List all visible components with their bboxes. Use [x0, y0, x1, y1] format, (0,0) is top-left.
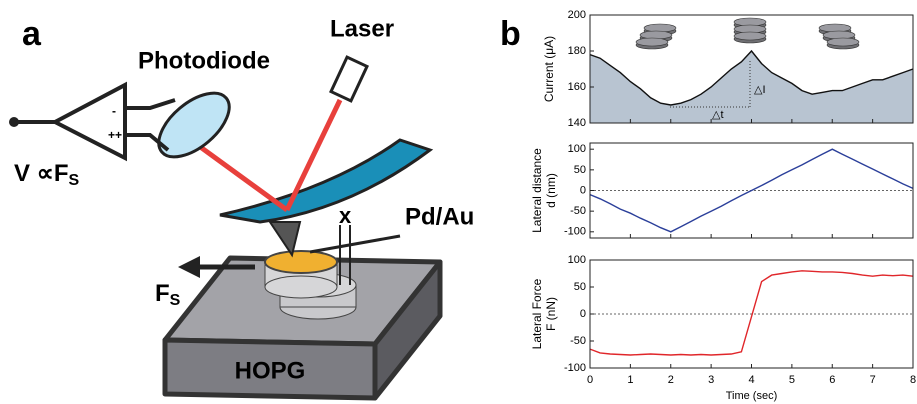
annotation: △I — [754, 84, 766, 96]
disk-icon — [734, 32, 766, 40]
disk-icon — [827, 38, 859, 46]
panel-label: a — [22, 15, 42, 53]
y-tick-label: -100 — [564, 362, 586, 374]
v-label: V ∝FS — [14, 160, 79, 189]
disk-icon — [819, 24, 851, 32]
svg-text:++: ++ — [108, 128, 122, 142]
annotation: △t — [712, 109, 724, 121]
x-tick-label: 6 — [829, 374, 835, 386]
disk-icon — [636, 38, 668, 46]
v-text: V ∝F — [14, 160, 68, 187]
y-tick-label: -50 — [570, 335, 586, 347]
y-tick-label: -100 — [564, 226, 586, 238]
x-axis-label: Time (sec) — [726, 390, 778, 402]
disk-icon — [644, 24, 676, 32]
y-axis-label: Lateral Force — [530, 278, 544, 349]
line — [590, 271, 913, 355]
y-axis-label: d (nm) — [544, 173, 558, 208]
y-axis-label: F (nN) — [544, 297, 558, 331]
disk-icon — [640, 31, 672, 39]
x-tick-label: 2 — [668, 374, 674, 386]
v-sub: S — [68, 172, 79, 189]
y-tick-label: 100 — [568, 143, 586, 155]
fs-label: FS — [155, 280, 181, 309]
svg-text:-: - — [112, 104, 116, 118]
x-tick-label: 7 — [870, 374, 876, 386]
y-tick-label: 200 — [568, 9, 586, 21]
pd-au-label: Pd/Au — [405, 203, 474, 230]
disk-icon — [823, 31, 855, 39]
x-tick-label: 5 — [789, 374, 795, 386]
gold-disk — [265, 251, 337, 273]
y-tick-label: 0 — [580, 308, 586, 320]
y-tick-label: 50 — [574, 281, 586, 293]
y-tick-label: 50 — [574, 164, 586, 176]
fs-sub: S — [170, 292, 181, 309]
x-tick-label: 8 — [910, 374, 916, 386]
x-label: x — [339, 203, 352, 228]
photodiode-label: Photodiode — [138, 47, 270, 74]
x-tick-label: 1 — [627, 374, 633, 386]
fs-text: F — [155, 280, 170, 307]
x-tick-label: 0 — [587, 374, 593, 386]
y-axis-label: Current (μA) — [542, 36, 556, 102]
y-tick-label: 180 — [568, 45, 586, 57]
laser-label: Laser — [330, 15, 394, 42]
hopg-label: HOPG — [235, 357, 306, 384]
y-axis-label: Lateral distance — [530, 148, 544, 233]
figure: a b HOPG x Pd/Au FS Laser Photodiode — [0, 0, 917, 404]
y-tick-label: 140 — [568, 117, 586, 129]
y-tick-label: -50 — [570, 205, 586, 217]
x-tick-label: 4 — [748, 374, 754, 386]
x-tick-label: 3 — [708, 374, 714, 386]
diagram: a b HOPG x Pd/Au FS Laser Photodiode — [9, 15, 521, 398]
y-tick-label: 0 — [580, 184, 586, 196]
y-tick-label: 100 — [568, 254, 586, 266]
y-tick-label: 160 — [568, 81, 586, 93]
panel-label: b — [500, 15, 521, 53]
